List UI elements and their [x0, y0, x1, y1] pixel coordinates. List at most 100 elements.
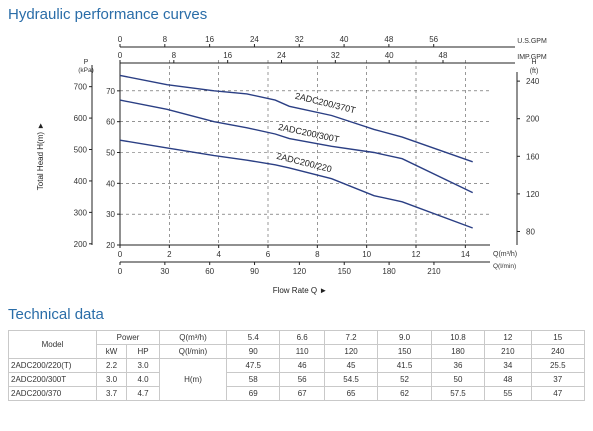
chart-grid	[120, 60, 490, 245]
us-gpm-tick-label: 48	[384, 35, 393, 44]
q-lmin-cell: 90	[225, 344, 281, 359]
q-lmin-cell: 210	[484, 344, 532, 359]
head-cell: 56	[279, 372, 325, 387]
q-m3h-tick-label: 12	[412, 250, 421, 259]
q-m3h-tick-label: 6	[266, 250, 271, 259]
q-lmin-cell: 120	[323, 344, 379, 359]
q-m3h-tick-label: 10	[362, 250, 371, 259]
imp-gpm-tick-label: 32	[331, 51, 340, 60]
model-cell: 2ADC200/370	[8, 386, 97, 401]
technical-data-table: Model Power Q(m³/h) 5.4 6.6 7.2 9.0 10.8…	[8, 330, 585, 401]
q-m3h-label: Q(m³/h)	[159, 330, 227, 345]
q-m3h-cell: 15	[530, 330, 585, 345]
kpa-label-unit: (kPa)	[78, 67, 94, 74]
imp-gpm-tick-label: 24	[277, 51, 286, 60]
q-lmin-cell: 150	[377, 344, 432, 359]
curve-label: 2ADC200/220	[276, 151, 333, 174]
kpa-tick-label: 300	[74, 208, 88, 217]
head-cell: 62	[377, 386, 432, 401]
us-gpm-tick-label: 24	[250, 35, 259, 44]
hp-header: HP	[126, 344, 160, 359]
table-row: 2ADC200/370 3.7 4.7 69 67 65 62 57.5 55 …	[8, 386, 585, 401]
technical-heading: Technical data	[8, 306, 104, 323]
ft-tick-label: 240	[526, 77, 540, 86]
q-lmin-tick-label: 120	[293, 267, 307, 276]
h-m-tick-label: 70	[106, 87, 115, 96]
q-lmin-cell: 180	[430, 344, 486, 359]
head-cell: 54.5	[323, 372, 379, 387]
h-m-tick-label: 20	[106, 241, 115, 250]
hp-cell: 4.7	[126, 386, 160, 401]
us-gpm-tick-label: 8	[163, 35, 168, 44]
q-lmin-tick-label: 60	[205, 267, 214, 276]
ft-tick-label: 200	[526, 115, 540, 124]
imp-gpm-tick-label: 40	[385, 51, 394, 60]
q-m3h-axis-label: Q(m³/h)	[493, 251, 517, 258]
q-m3h-cell: 9.0	[377, 330, 432, 345]
y-axis-title: Total Head H(m) ►	[36, 122, 45, 190]
head-cell: 57.5	[430, 386, 486, 401]
model-cell: 2ADC200/220(T)	[8, 358, 97, 373]
head-cell: 25.5	[530, 358, 585, 373]
h-m-tick-label: 50	[106, 149, 115, 158]
ft-label-unit: (ft)	[530, 68, 539, 75]
q-lmin-tick-label: 90	[250, 267, 259, 276]
head-cell: 46	[279, 358, 325, 373]
kw-cell: 3.0	[96, 372, 127, 387]
curve-2adc200-300t	[119, 99, 474, 194]
q-m3h-cell: 6.6	[279, 330, 325, 345]
hp-cell: 4.0	[126, 372, 160, 387]
curve-label: 2ADC200/300T	[277, 122, 340, 145]
head-cell: 48	[484, 372, 532, 387]
curve-2adc200-220	[119, 139, 473, 229]
performance-chart: 0 8 16 24 32 40 48 560 8 16 24 32 40 480 2 4 6 8 10 12 140 30…	[36, 35, 547, 295]
us-gpm-tick-label: 40	[340, 35, 349, 44]
performance-heading: Hydraulic performance curves	[8, 6, 208, 23]
q-m3h-cell: 12	[484, 330, 532, 345]
head-cell: 67	[279, 386, 325, 401]
head-cell: 45	[323, 358, 379, 373]
q-lmin-cell: 240	[530, 344, 585, 359]
head-cell: 47.5	[225, 358, 281, 373]
chart-labels: U.S.GPM IMP.GPM Q(m³/h) Q(l/min) Flow Rate Q…	[36, 38, 547, 295]
head-cell: 50	[430, 372, 486, 387]
x-axis-title: Flow Rate Q ►	[273, 286, 328, 295]
ft-tick-label: 160	[526, 152, 540, 161]
kpa-tick-label: 600	[74, 114, 88, 123]
q-m3h-tick-label: 8	[315, 250, 320, 259]
us-gpm-label: U.S.GPM	[517, 38, 547, 45]
table-header-row-2: kW HP Q(l/min) 90 110 120 150 180 210 24…	[9, 344, 585, 359]
us-gpm-tick-label: 56	[429, 35, 438, 44]
q-lmin-tick-label: 150	[338, 267, 352, 276]
model-cell: 2ADC200/300T	[8, 372, 97, 387]
us-gpm-tick-label: 16	[205, 35, 214, 44]
head-cell: 52	[377, 372, 432, 387]
power-header: Power	[96, 330, 160, 345]
h-m-tick-label: 30	[106, 210, 115, 219]
head-cell: 41.5	[377, 358, 432, 373]
hp-cell: 3.0	[126, 358, 160, 373]
chart-curves	[119, 74, 474, 229]
imp-gpm-tick-label: 16	[223, 51, 232, 60]
head-cell: 65	[323, 386, 379, 401]
kw-cell: 3.7	[96, 386, 127, 401]
imp-gpm-tick-label: 0	[118, 51, 123, 60]
q-lmin-tick-label: 30	[160, 267, 169, 276]
chart-ticks: 0 8 16 24 32 40 48 560 8 16 24 32 40 480 2 4 6 8 10 12 140 30…	[74, 35, 540, 276]
head-cell: 69	[225, 386, 281, 401]
q-lmin-tick-label: 210	[427, 267, 441, 276]
kw-header: kW	[96, 344, 127, 359]
q-lmin-axis-label: Q(l/min)	[493, 263, 516, 270]
q-m3h-cell: 5.4	[225, 330, 281, 345]
q-lmin-tick-label: 0	[118, 267, 123, 276]
table-row: 2ADC200/220(T) 2.2 3.0 H(m) 47.5 46 45 4…	[8, 358, 585, 401]
imp-gpm-label: IMP.GPM	[517, 54, 547, 61]
curve-2adc200-370t	[119, 74, 473, 163]
ft-tick-label: 120	[526, 190, 540, 199]
h-label: H(m)	[159, 358, 227, 401]
q-m3h-tick-label: 4	[216, 250, 221, 259]
head-cell: 34	[484, 358, 532, 373]
model-header: Model	[8, 330, 97, 359]
q-m3h-cell: 10.8	[430, 330, 486, 345]
q-m3h-tick-label: 2	[167, 250, 172, 259]
